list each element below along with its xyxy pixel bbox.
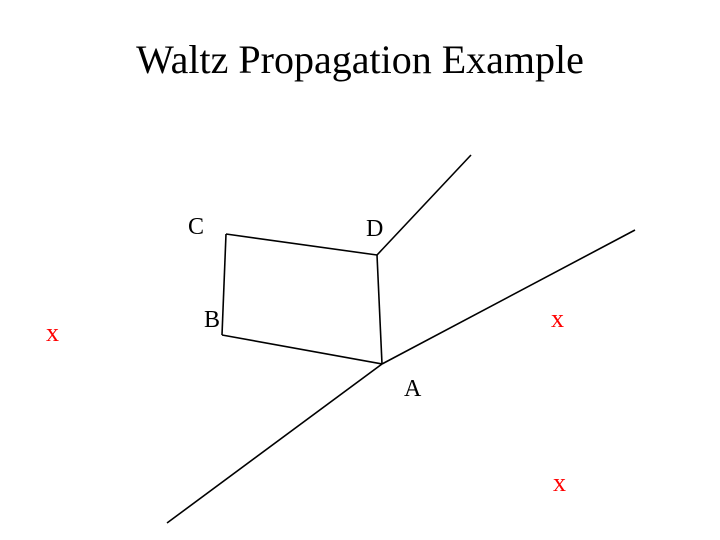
edge-B-A [222,335,382,364]
edge-D-top_right [377,155,471,255]
vertex-label-d: D [366,216,383,243]
x-mark-right: x [551,304,564,334]
x-mark-left: x [46,318,59,348]
x-mark-bottom: x [553,468,566,498]
edge-A-bottom_left [167,364,382,523]
edge-C-D [226,234,377,255]
vertex-label-b: B [204,307,220,334]
edge-A-right_far [382,230,635,364]
vertex-label-c: C [188,214,204,241]
edge-C-B [222,234,226,335]
vertex-label-a: A [404,376,421,403]
edge-D-A [377,255,382,364]
waltz-diagram [0,0,720,540]
